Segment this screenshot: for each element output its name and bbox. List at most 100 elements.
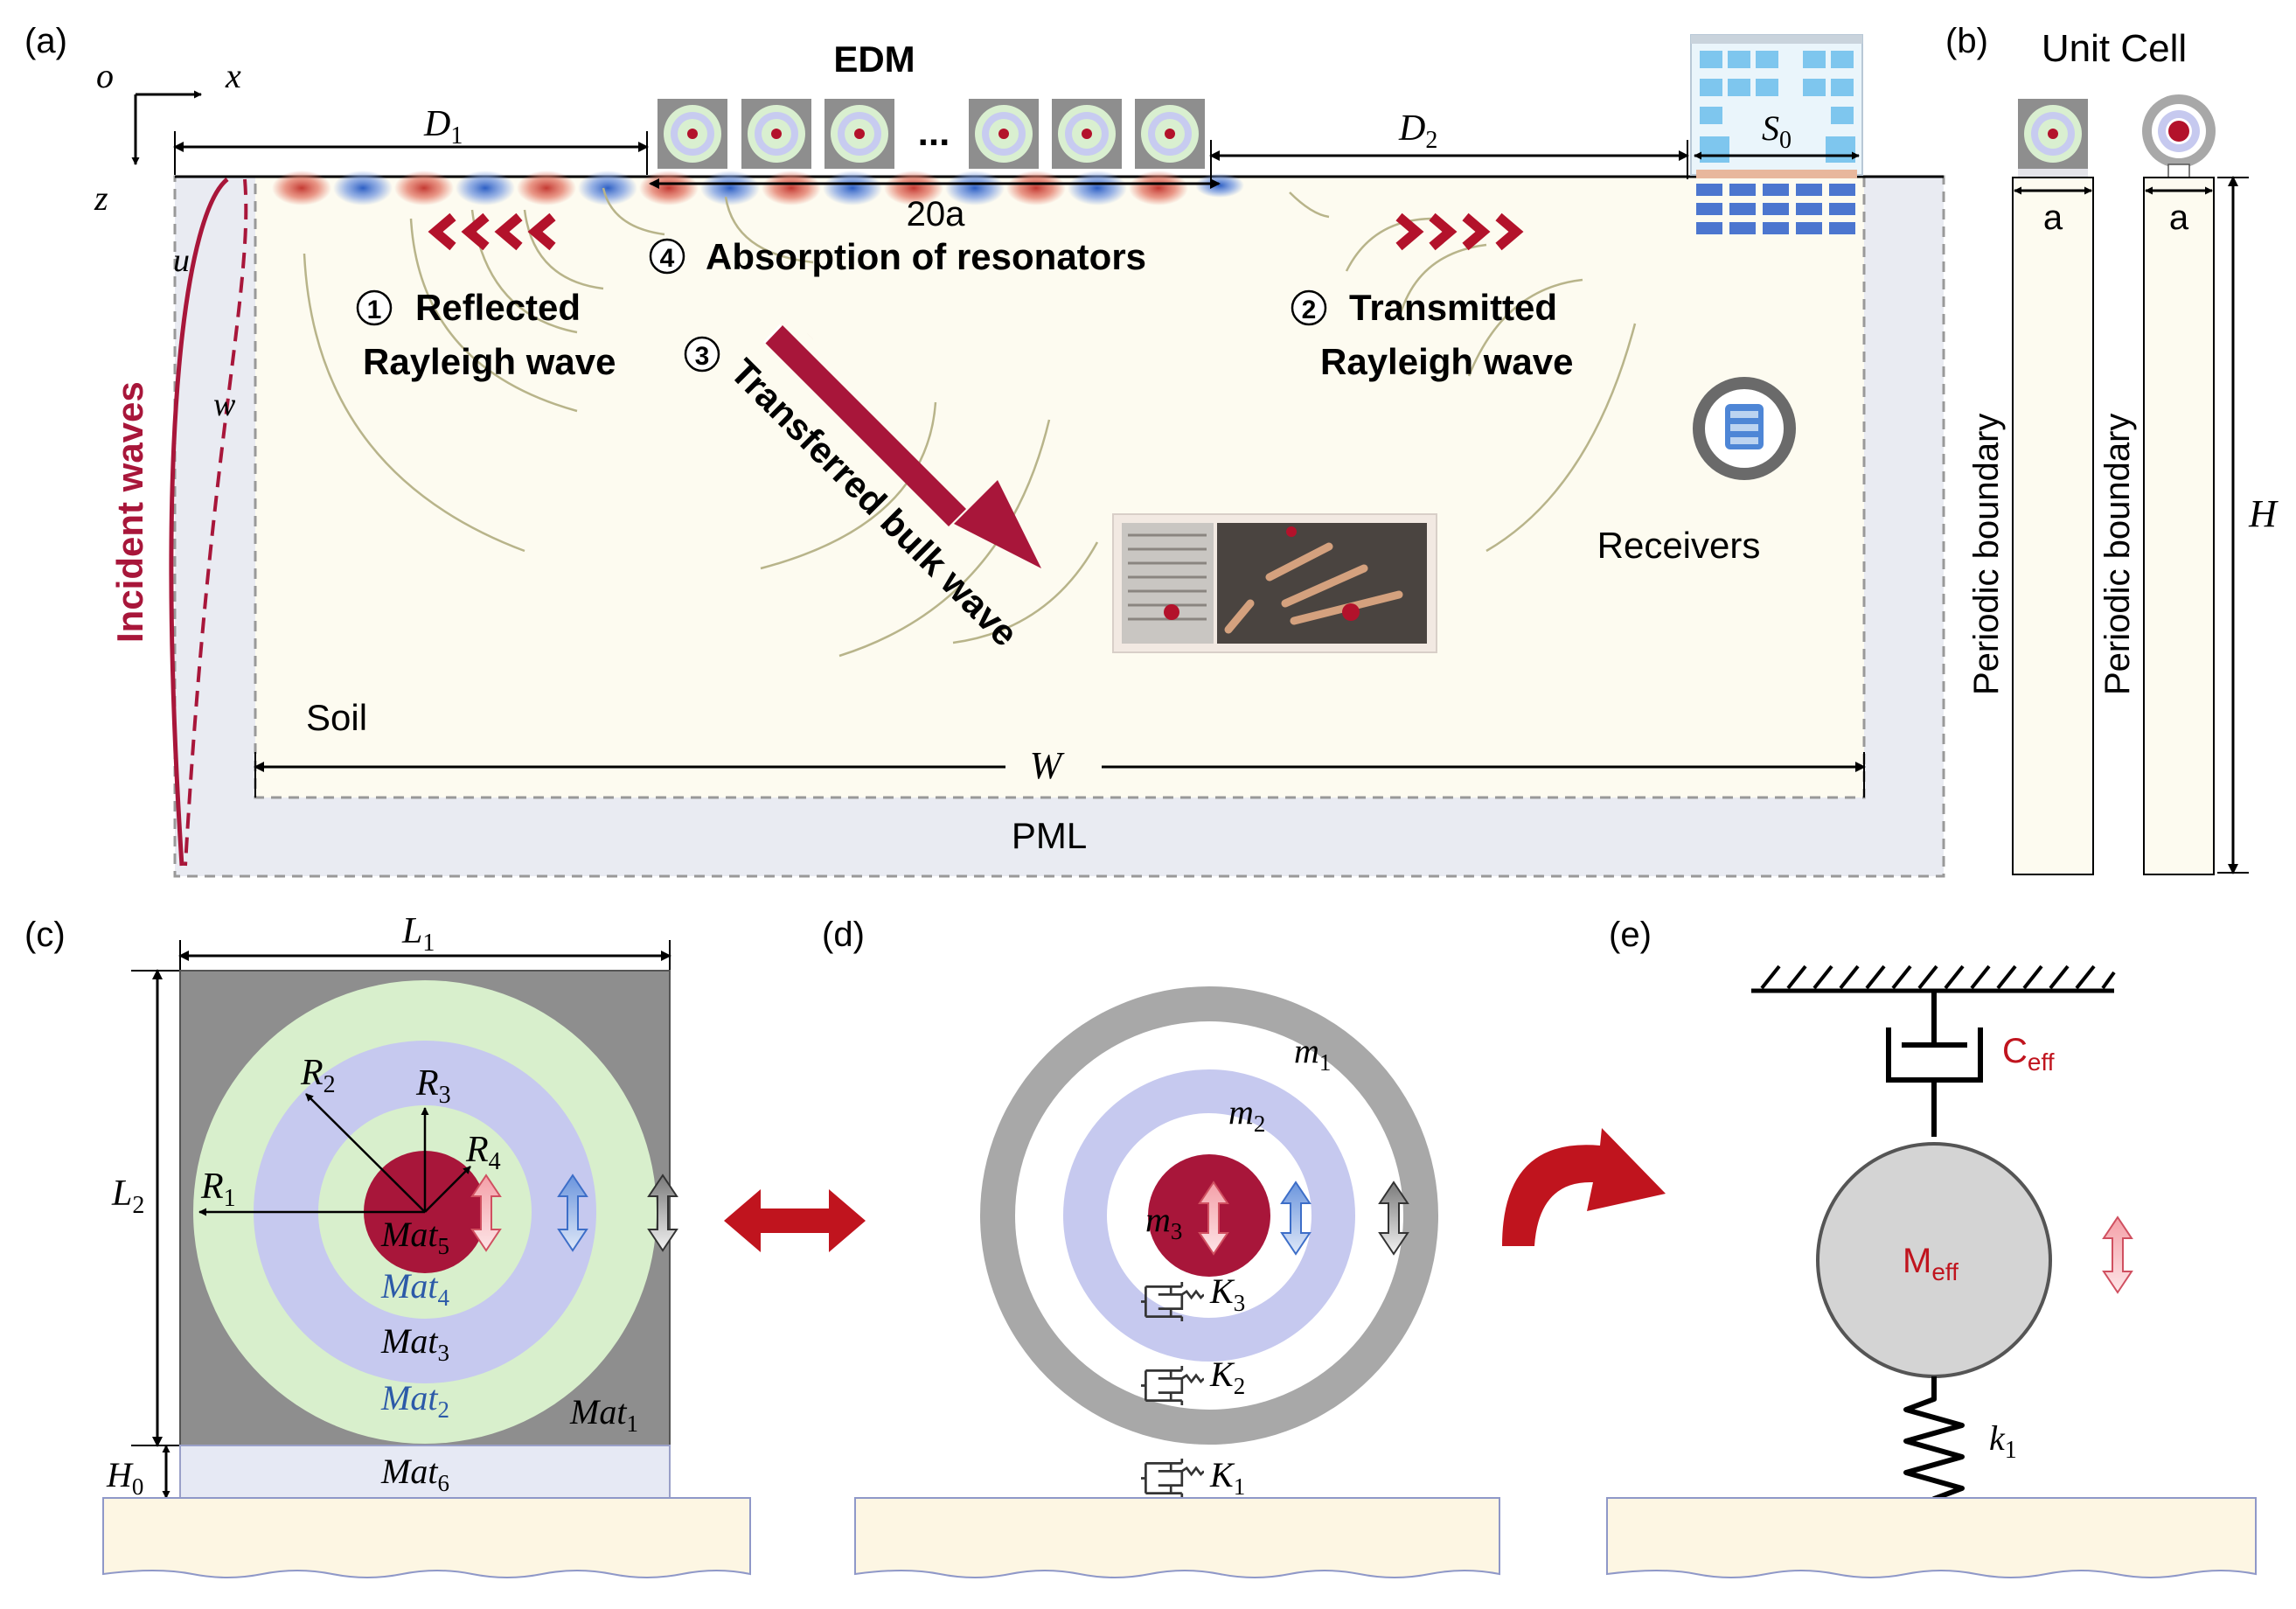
dimension-d2: D2 [1209,108,1689,179]
incident-waves-label: Incident waves [109,381,150,643]
svg-text:m2: m2 [1228,1092,1265,1137]
panel-label-d: (d) [822,916,865,954]
m3-label: m [1145,1200,1171,1239]
svg-text:Mat3: Mat3 [380,1321,449,1366]
dimension-h0: H0 [106,1445,180,1500]
axis-x-label: x [225,56,241,95]
r4-label: R [465,1130,489,1170]
label-absorption: 4 Absorption of resonators [649,236,1146,277]
svg-text:Meff: Meff [1903,1242,1959,1285]
unit-cell-title: Unit Cell [2042,27,2187,70]
equivalence-arrow [724,1189,866,1252]
svg-text:S0: S0 [1762,108,1792,154]
svg-text:R4: R4 [465,1130,501,1175]
number-badge-1 [356,289,393,326]
reflected-chevrons [428,212,556,251]
svg-text:Mat6: Mat6 [380,1452,449,1496]
l1-sub: 1 [422,930,435,957]
edm-resonator [741,99,811,169]
vibration-arrow-m3 [1198,1181,1229,1256]
svg-text:k1: k1 [1989,1418,2017,1464]
dimension-l2: L2 [111,969,180,1447]
mat4-label: Mat [380,1266,438,1306]
label-transmitted: 2 Transmitted Rayleigh wave [1291,287,1573,382]
svg-text:Ceff: Ceff [2002,1032,2055,1076]
damper-icon [1886,991,1983,1137]
vibration-arrow-meff [2102,1215,2133,1294]
panel-label-e: (e) [1609,916,1652,954]
mat2-label: Mat [380,1378,438,1417]
number-badge-3 [684,336,720,373]
damper-k1-icon [1141,1459,1204,1498]
m2-sub: 2 [1254,1111,1266,1137]
h0-label: H [106,1455,134,1494]
edm-resonator [657,99,727,169]
reflected-line2: Rayleigh wave [363,341,616,382]
dimension-w: W [254,744,1866,798]
meff-sub: eff [1931,1258,1959,1285]
dimension-s0: S0 [1694,108,1860,160]
s0-sub: 0 [1779,127,1792,154]
transmitted-line2: Rayleigh wave [1320,341,1573,382]
k2-label: K [1209,1355,1235,1394]
vibration-arrow-m2 [1280,1181,1312,1256]
unit-cell-mass-spring [2142,94,2216,179]
l2-sub: 2 [132,1192,144,1219]
mat1-label: Mat [569,1392,627,1431]
soil-region [254,175,1866,799]
number-3: 3 [695,342,710,371]
panel-label-c: (c) [24,916,66,954]
unit-cell-soil-1 [2012,177,2094,875]
mat2-sub: 2 [437,1397,449,1423]
reflected-line1: Reflected [415,287,581,328]
mat3-sub: 3 [437,1340,449,1366]
k1-spring-sub: 1 [2005,1437,2017,1464]
meff-label: M [1903,1242,1931,1280]
d2-sub: 2 [1425,127,1437,154]
number-badge-4 [649,238,685,275]
number-badge-2 [1291,289,1327,326]
underground-facility-image [1112,513,1437,653]
d2-label: D [1398,108,1425,149]
svg-text:m1: m1 [1294,1031,1331,1076]
m2-label: m [1228,1092,1254,1132]
svg-text:R3: R3 [415,1063,451,1109]
k3-sub: 3 [1234,1290,1246,1316]
vibration-arrow-m1 [1378,1181,1409,1256]
m3-sub: 3 [1171,1218,1183,1244]
a-label-1: a [2043,199,2063,237]
label-reflected: 1 Reflected Rayleigh wave [356,287,616,382]
svg-text:m3: m3 [1145,1200,1182,1244]
edm-resonator [1052,99,1122,169]
transmitted-chevrons [1395,212,1524,251]
svg-text:K1: K1 [1209,1455,1245,1500]
m1-sub: 1 [1319,1049,1332,1076]
ground-slab-d [854,1497,1500,1578]
transmitted-line1: Transmitted [1349,287,1557,328]
w-dim-label: W [1030,744,1065,787]
building-icon [1690,34,1863,234]
h-dim-label: H [2248,492,2279,535]
dimension-20a: 20a [649,178,1221,233]
pml-label: PML [1012,815,1087,856]
mat3-label: Mat [380,1321,438,1361]
u-label: u [173,242,190,279]
ceff-sub: eff [2028,1048,2055,1076]
mat6-label: Mat [380,1452,438,1491]
soil-label: Soil [306,697,367,738]
incident-wave-profiles: u w Incident waves [109,178,248,867]
ground-slab-e [1606,1497,2257,1578]
svg-text:D1: D1 [423,104,463,150]
receiver-icon [1693,377,1796,480]
mat5-label: Mat [380,1215,438,1254]
unit-cell-resonator [2018,99,2088,169]
absorption-text: Absorption of resonators [706,236,1146,277]
receivers-label: Receivers [1597,525,1761,566]
edm-resonator [824,99,894,169]
svg-text:Mat5: Mat5 [380,1215,449,1259]
svg-text:K2: K2 [1209,1355,1245,1399]
k3-label: K [1209,1271,1235,1311]
mat1-sub: 1 [626,1410,638,1437]
number-4: 4 [660,244,675,273]
